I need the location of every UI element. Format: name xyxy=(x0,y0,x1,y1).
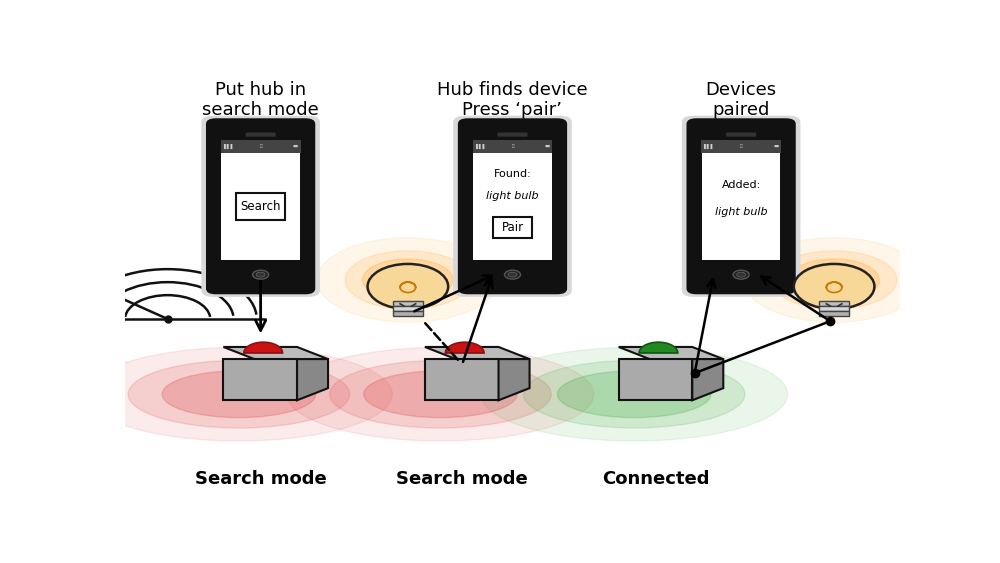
Ellipse shape xyxy=(363,259,453,301)
Bar xyxy=(393,311,423,315)
Polygon shape xyxy=(297,359,328,400)
Bar xyxy=(819,301,849,306)
Ellipse shape xyxy=(85,347,392,441)
Text: 🔒: 🔒 xyxy=(740,145,742,149)
Ellipse shape xyxy=(523,360,745,428)
Ellipse shape xyxy=(287,347,594,441)
Polygon shape xyxy=(425,347,530,359)
Text: light bulb: light bulb xyxy=(486,191,539,200)
Wedge shape xyxy=(445,342,484,353)
Circle shape xyxy=(733,270,749,279)
Circle shape xyxy=(504,270,521,279)
FancyBboxPatch shape xyxy=(458,118,567,294)
Ellipse shape xyxy=(128,360,350,428)
Bar xyxy=(221,153,300,260)
Text: Search mode: Search mode xyxy=(195,471,326,488)
Ellipse shape xyxy=(481,347,788,441)
FancyBboxPatch shape xyxy=(682,115,800,297)
Text: ▬: ▬ xyxy=(773,144,779,149)
Text: Devices
paired: Devices paired xyxy=(706,81,777,119)
FancyBboxPatch shape xyxy=(726,132,756,137)
Text: Search mode: Search mode xyxy=(396,471,528,488)
Text: Added:: Added: xyxy=(722,180,761,190)
Bar xyxy=(473,140,552,153)
Text: Pair: Pair xyxy=(501,221,524,234)
Text: ▌▌▌: ▌▌▌ xyxy=(704,144,715,149)
Bar xyxy=(393,306,423,311)
Text: ▌▌▌: ▌▌▌ xyxy=(223,144,234,149)
FancyBboxPatch shape xyxy=(206,118,315,294)
Circle shape xyxy=(253,270,269,279)
FancyBboxPatch shape xyxy=(246,132,276,137)
FancyBboxPatch shape xyxy=(497,132,528,137)
Ellipse shape xyxy=(162,371,316,418)
Circle shape xyxy=(508,272,517,277)
Ellipse shape xyxy=(330,360,551,428)
Polygon shape xyxy=(425,359,499,400)
Bar xyxy=(221,140,301,153)
FancyBboxPatch shape xyxy=(453,115,572,297)
Ellipse shape xyxy=(557,371,711,418)
Polygon shape xyxy=(499,359,530,400)
Text: Put hub in
search mode: Put hub in search mode xyxy=(202,81,319,119)
Ellipse shape xyxy=(743,238,925,322)
Circle shape xyxy=(256,272,265,277)
Text: ▬: ▬ xyxy=(545,144,550,149)
Text: Search: Search xyxy=(240,200,281,213)
Polygon shape xyxy=(619,347,723,359)
Bar xyxy=(701,140,781,153)
Ellipse shape xyxy=(789,259,879,301)
Bar xyxy=(473,153,552,260)
Wedge shape xyxy=(639,342,678,353)
FancyBboxPatch shape xyxy=(686,118,796,294)
Text: 🔒: 🔒 xyxy=(511,145,514,149)
Ellipse shape xyxy=(364,371,517,418)
Wedge shape xyxy=(244,342,283,353)
Text: Hub finds device
Press ‘pair’: Hub finds device Press ‘pair’ xyxy=(437,81,588,119)
Ellipse shape xyxy=(345,251,471,309)
Bar xyxy=(702,153,780,260)
Polygon shape xyxy=(223,359,297,400)
Bar xyxy=(493,217,532,238)
Bar xyxy=(236,193,285,220)
Circle shape xyxy=(737,272,746,277)
Text: Connected: Connected xyxy=(602,471,710,488)
Text: ▌▌▌: ▌▌▌ xyxy=(475,144,486,149)
Bar xyxy=(393,301,423,306)
Circle shape xyxy=(368,264,448,309)
Polygon shape xyxy=(619,359,692,400)
FancyBboxPatch shape xyxy=(201,115,320,297)
Text: Found:: Found: xyxy=(494,169,531,179)
Bar xyxy=(819,311,849,315)
Polygon shape xyxy=(692,359,723,400)
Ellipse shape xyxy=(771,251,897,309)
Circle shape xyxy=(794,264,874,309)
Text: ▬: ▬ xyxy=(293,144,298,149)
Text: 🔒: 🔒 xyxy=(259,145,262,149)
Polygon shape xyxy=(223,347,328,359)
Ellipse shape xyxy=(317,238,499,322)
Text: light bulb: light bulb xyxy=(715,207,767,217)
Bar xyxy=(819,306,849,311)
